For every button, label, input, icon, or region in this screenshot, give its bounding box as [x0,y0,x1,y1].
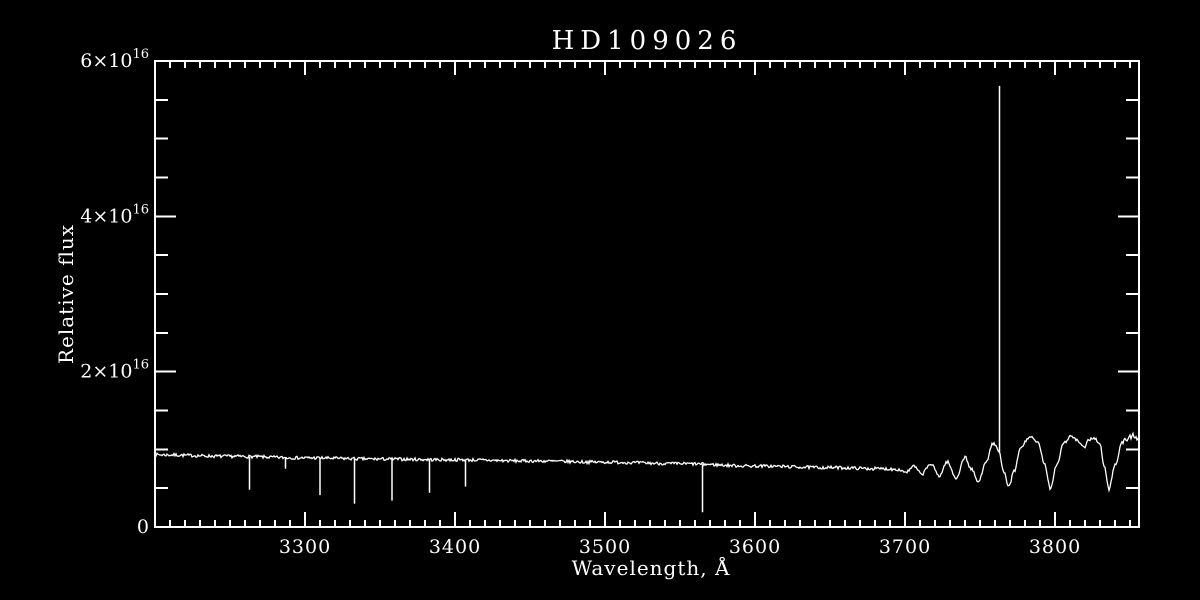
x-tick-label: 3400 [429,536,481,558]
x-tick-label: 3800 [1029,536,1081,558]
y-tick-label: 6×1016 [80,47,149,72]
y-tick-label: 4×1016 [80,202,149,227]
x-tick-label: 3500 [579,536,631,558]
axis-ticks [155,61,1139,527]
x-tick-label: 3700 [879,536,931,558]
x-axis-label: Wavelength, Å [571,556,731,580]
x-tick-label: 3600 [729,536,781,558]
chart-title: HD109026 [551,26,743,56]
spectrum-trace [154,431,1140,493]
y-tick-label: 0 [137,516,149,538]
y-tick-label: 2×1016 [80,358,149,383]
x-tick-label: 3300 [279,536,331,558]
